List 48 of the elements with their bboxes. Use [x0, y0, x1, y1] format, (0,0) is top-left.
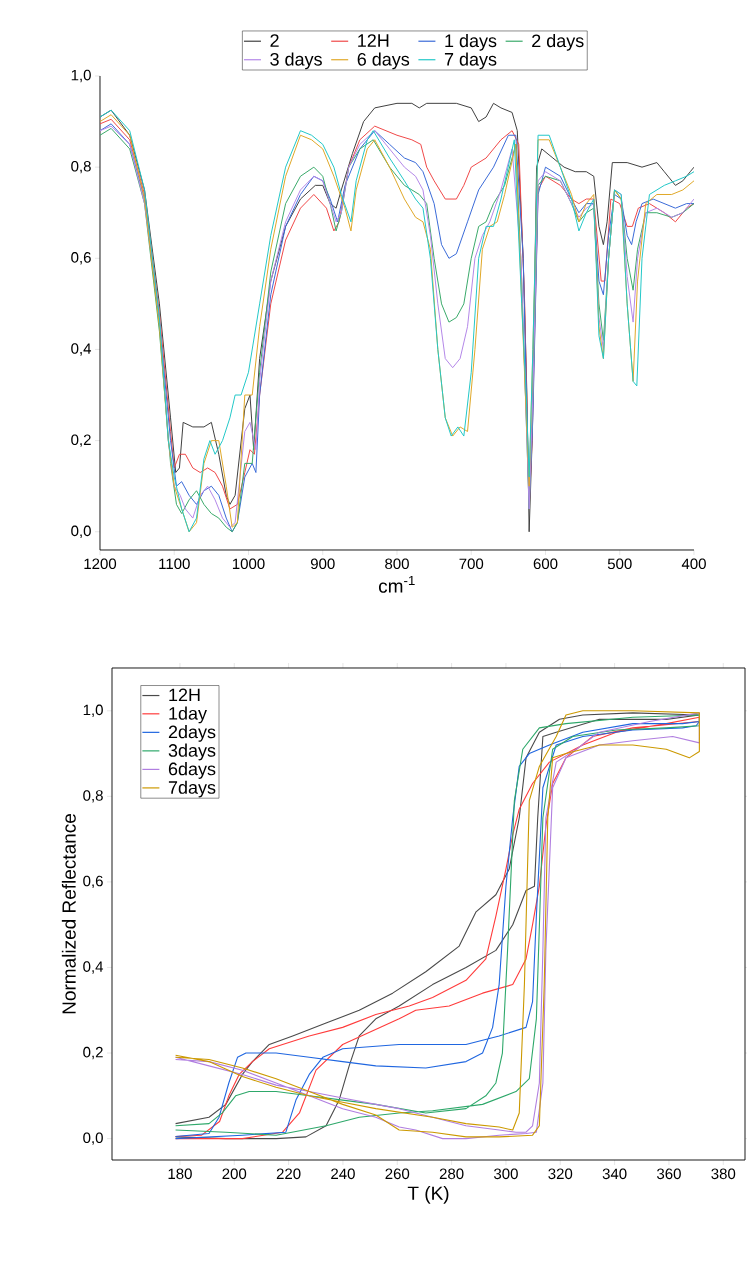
x-tick-label: 700 [459, 558, 484, 570]
y-tick-label: 0,4 [71, 343, 92, 356]
legend-label: 3days [168, 743, 216, 761]
legend-label: 3 days [270, 52, 322, 70]
legend-label: 2 days [532, 33, 584, 51]
x-axis-title: cm$^{-1}$ [378, 575, 415, 593]
x-tick-label: 340 [602, 1168, 627, 1180]
legend-label: 6days [168, 762, 216, 779]
y-tick-label: 0,8 [71, 160, 91, 174]
y-tick-label: 0,6 [83, 875, 103, 889]
legend-label: 7days [168, 780, 216, 798]
legend-label: 12H [358, 34, 389, 47]
x-tick-label: 1100 [159, 558, 190, 570]
x-axis-title: T (K) [407, 1185, 449, 1204]
y-tick-label: 0,0 [83, 1132, 103, 1145]
x-tick-label: 220 [276, 1168, 301, 1180]
x-tick-label: 500 [607, 558, 632, 570]
legend-label: 2days [168, 725, 216, 742]
y-tick-label: 0,0 [71, 525, 91, 538]
y-tick-label: 0,2 [83, 1046, 103, 1060]
x-tick-label: 900 [310, 558, 335, 570]
x-tick-label: 800 [385, 558, 409, 570]
x-tick-label: 240 [331, 1168, 355, 1180]
x-tick-label: 360 [657, 1168, 681, 1180]
legend-label: 1day [169, 706, 207, 724]
y-tick-label: 0,8 [83, 790, 103, 803]
legend-label: 2 [270, 34, 279, 47]
y-tick-label: 0,6 [71, 252, 91, 265]
y-tick-label: 1,0 [71, 69, 91, 83]
x-tick-label: 200 [222, 1168, 247, 1180]
y-tick-label: 0,4 [83, 961, 104, 974]
y-tick-label: 0,2 [71, 434, 91, 447]
legend-label: 6 days [357, 52, 410, 70]
x-tick-label: 320 [548, 1168, 573, 1180]
legend-label: 12H [169, 688, 200, 702]
x-tick-label: 380 [711, 1168, 736, 1180]
x-tick-label: 400 [681, 558, 706, 570]
legend-label: 7 days [444, 52, 497, 70]
y-axis-title: Normalized Reflectance [61, 814, 76, 1014]
y-tick-label: 1,0 [83, 704, 103, 717]
x-tick-label: 1000 [232, 558, 265, 570]
x-tick-label: 1200 [84, 558, 117, 570]
x-tick-label: 600 [533, 558, 558, 570]
x-tick-label: 260 [385, 1168, 410, 1180]
x-tick-label: 280 [439, 1168, 464, 1180]
x-tick-label: 180 [168, 1168, 192, 1180]
x-tick-label: 300 [494, 1168, 518, 1180]
legend-label: 1 days [445, 33, 497, 51]
